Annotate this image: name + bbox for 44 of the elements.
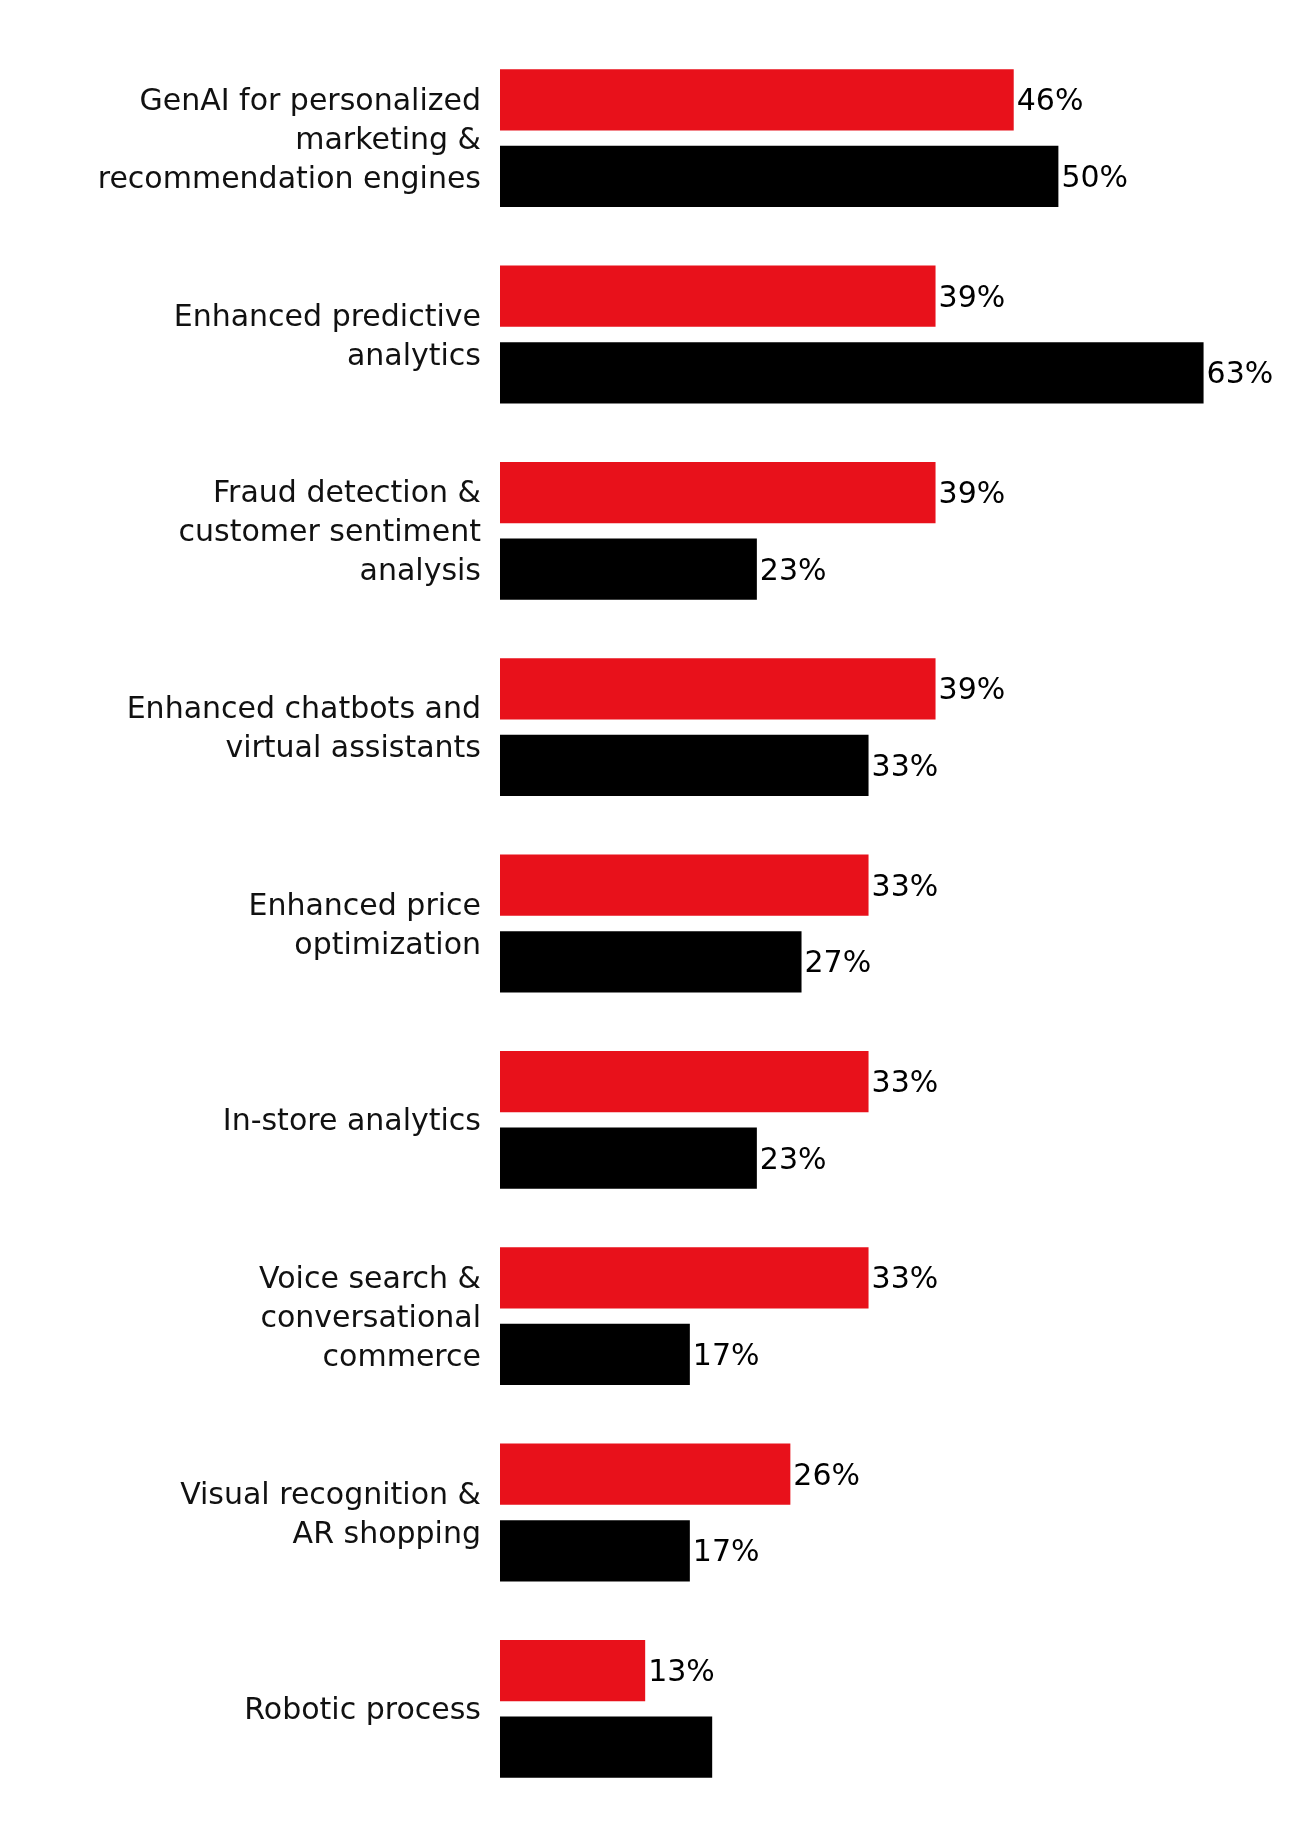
data-label: 46% (1016, 82, 1084, 118)
bar (500, 854, 869, 916)
bar (500, 145, 1059, 208)
bar (500, 1323, 690, 1386)
y-tick-label: Enhanced chatbots and virtual assistants (126, 690, 481, 765)
data-label: 39% (938, 475, 1006, 511)
data-label: 33% (871, 1260, 939, 1296)
data-label: 13% (648, 1653, 715, 1689)
data-label: 23% (759, 1140, 827, 1176)
bar (500, 734, 869, 797)
y-tick-label: GenAI for personalized marketing & recommendation engines (97, 81, 481, 195)
data-label: 39% (938, 278, 1006, 314)
data-label: 63% (1206, 355, 1274, 391)
y-tick-label: Enhanced predictive analytics (173, 297, 481, 372)
bar (500, 1050, 869, 1113)
bar (500, 1127, 757, 1189)
bar (500, 1716, 713, 1778)
data-label: 39% (938, 671, 1006, 707)
bar (500, 1520, 690, 1582)
y-tick-label: Fraud detection & customer sentiment analysis (178, 474, 482, 588)
data-label: 33% (871, 1064, 939, 1100)
y-tick-label: Robotic process (244, 1691, 481, 1727)
data-label: 26% (793, 1456, 861, 1492)
data-label: 27% (804, 944, 872, 980)
bar (500, 69, 1014, 131)
bar (500, 931, 802, 993)
data-label: 17% (692, 1533, 760, 1569)
data-label: 33% (871, 867, 939, 903)
data-label: 23% (759, 551, 827, 587)
y-tick-label: Visual recognition & AR shopping (180, 1475, 481, 1550)
bar (500, 1639, 646, 1702)
data-label: 50% (1061, 158, 1129, 194)
bar (500, 538, 757, 600)
bar (500, 461, 936, 524)
bar (500, 265, 936, 327)
y-tick-label: Voice search & conversational commerce (259, 1259, 481, 1373)
bar (500, 1443, 791, 1505)
bar (500, 658, 936, 720)
data-label: 17% (692, 1336, 760, 1372)
bar (500, 1247, 869, 1309)
y-tick-label: In-store analytics (222, 1102, 481, 1138)
bar (500, 342, 1204, 404)
y-tick-label: Enhanced price optimization (248, 886, 481, 961)
data-label: 33% (871, 747, 939, 783)
